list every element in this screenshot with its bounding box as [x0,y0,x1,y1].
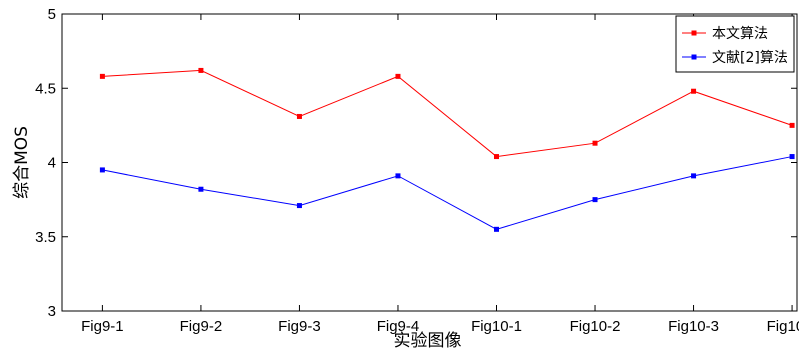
series-1-point [592,140,598,146]
legend-marker-1 [691,30,697,36]
series-2-point [592,197,598,203]
x-tick-label: Fig10-3 [668,318,719,335]
series-1-point [296,113,302,119]
x-tick-label: Fig10-4 [767,318,799,335]
y-tick-label: 4.5 [35,80,56,97]
x-tick-label: Fig9-3 [278,318,321,335]
series-1-point [395,73,401,79]
x-tick-label: Fig9-1 [81,318,124,335]
legend-label-1: 本文算法 [712,26,768,42]
series-2-point [99,167,105,173]
y-tick-label: 3 [48,303,56,320]
y-tick-label: 3.5 [35,229,56,246]
series-2-point [395,173,401,179]
x-tick-label: Fig10-1 [471,318,522,335]
x-tick-label: Fig9-2 [180,318,223,335]
series-2-point [296,203,302,209]
series-1-point [789,122,795,128]
series-1-point [493,154,499,160]
legend-label-2: 文献[2]算法 [712,50,788,66]
y-tick-label: 5 [48,6,56,23]
x-axis-title: 实验图像 [394,331,462,351]
x-tick-label: Fig10-2 [570,318,621,335]
series-2-point [198,186,204,192]
plot-area-frame [61,13,798,312]
x-tick-label: Fig9-4 [377,318,420,335]
series-2-point [789,154,795,160]
y-tick-label: 4 [48,155,56,172]
y-axis-title: 综合MOS [12,126,32,199]
series-2-point [691,173,697,179]
legend-box [675,15,795,73]
series-line-1 [102,69,793,158]
series-line-2 [102,156,793,230]
series-1-point [198,67,204,73]
legend-marker-2 [691,54,697,60]
series-1-point [99,73,105,79]
series-2-point [493,226,499,232]
series-1-point [691,88,697,94]
